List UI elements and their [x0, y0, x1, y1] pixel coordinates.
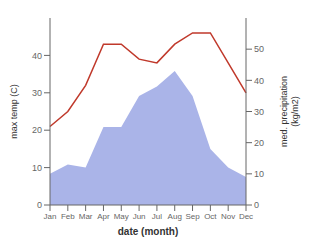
svg-text:40: 40 [254, 76, 264, 86]
svg-text:May: May [114, 212, 129, 221]
svg-text:20: 20 [254, 138, 264, 148]
svg-text:Aug: Aug [168, 212, 182, 221]
svg-text:Dec: Dec [239, 212, 253, 221]
svg-text:0: 0 [37, 200, 42, 210]
svg-text:Nov: Nov [221, 212, 235, 221]
svg-text:10: 10 [32, 163, 42, 173]
svg-text:med. precipitation(kg/m2): med. precipitation(kg/m2) [279, 76, 300, 147]
svg-text:Jul: Jul [152, 212, 162, 221]
svg-text:30: 30 [254, 107, 264, 117]
svg-text:Jun: Jun [133, 212, 146, 221]
svg-text:Mar: Mar [79, 212, 93, 221]
svg-text:20: 20 [32, 125, 42, 135]
svg-text:30: 30 [32, 88, 42, 98]
svg-text:0: 0 [254, 200, 259, 210]
svg-text:date (month): date (month) [118, 226, 179, 237]
svg-text:50: 50 [254, 44, 264, 54]
svg-text:Apr: Apr [97, 212, 110, 221]
svg-text:Oct: Oct [204, 212, 217, 221]
svg-text:40: 40 [32, 51, 42, 61]
svg-text:Sep: Sep [185, 212, 200, 221]
svg-text:Jan: Jan [44, 212, 57, 221]
svg-text:Feb: Feb [61, 212, 75, 221]
svg-text:10: 10 [254, 169, 264, 179]
svg-text:max temp (C): max temp (C) [9, 84, 19, 139]
